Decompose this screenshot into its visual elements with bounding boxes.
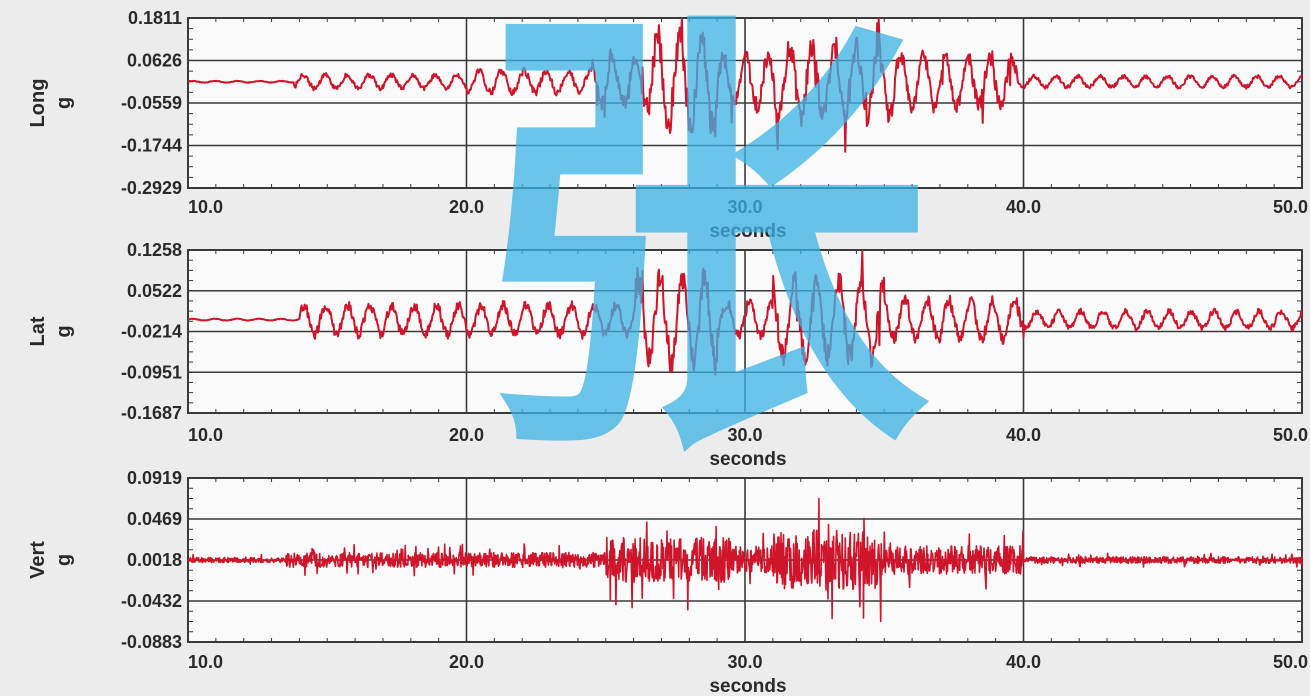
x-tick-label: 20.0 [449, 197, 484, 217]
y-axis-label: Lat [27, 316, 49, 346]
y-tick-label: 0.1811 [128, 8, 182, 28]
x-axis-label: seconds [709, 221, 786, 242]
x-tick-label: 50.0 [1273, 652, 1308, 672]
x-tick-label: 10.0 [188, 652, 223, 672]
y-tick-label: 0.0469 [127, 509, 182, 529]
x-tick-label: 30.0 [727, 652, 762, 672]
y-tick-label: 0.0018 [127, 550, 182, 570]
x-axis-label: seconds [709, 449, 786, 470]
x-tick-label: 50.0 [1273, 425, 1308, 445]
y-tick-label: -0.2929 [121, 178, 182, 198]
x-tick-label: 40.0 [1006, 652, 1041, 672]
y-tick-label: -0.1687 [121, 403, 182, 423]
y-axis-unit: g [53, 554, 75, 566]
x-tick-label: 20.0 [449, 425, 484, 445]
x-axis-label: seconds [709, 676, 786, 696]
x-tick-label: 50.0 [1273, 197, 1308, 217]
chart-panel-3: 0.0919 0.0469 0.0018 -0.0432 -0.0883 10.0 20.0… [27, 468, 1308, 696]
y-tick-label: 0.1258 [127, 240, 182, 260]
y-axis-unit: g [53, 325, 75, 337]
series-line [187, 497, 1303, 623]
x-tick-label: 30.0 [727, 197, 762, 217]
y-tick-label: -0.0432 [121, 591, 182, 611]
y-tick-label: 0.0522 [127, 281, 182, 301]
y-axis-unit: g [53, 97, 75, 109]
x-tick-label: 40.0 [1006, 425, 1041, 445]
y-tick-label: -0.0559 [121, 93, 182, 113]
x-tick-label: 30.0 [727, 425, 762, 445]
y-tick-label: 0.0919 [127, 468, 182, 488]
series-line [187, 17, 1303, 153]
y-tick-label: -0.0214 [121, 322, 182, 342]
series-line [187, 250, 1303, 376]
y-axis-label: Vert [27, 541, 49, 579]
y-axis-label: Long [27, 79, 49, 128]
y-tick-label: -0.1744 [121, 136, 182, 156]
x-tick-label: 10.0 [188, 425, 223, 445]
y-tick-label: -0.0883 [121, 632, 182, 652]
chart-panel-1: 0.1811 0.0626 -0.0559 -0.1744 -0.2929 10.0 20.… [27, 8, 1308, 242]
y-tick-label: -0.0951 [121, 362, 182, 382]
x-tick-label: 40.0 [1006, 197, 1041, 217]
y-tick-label: 0.0626 [127, 51, 182, 71]
x-tick-label: 20.0 [449, 652, 484, 672]
chart-panel-2: 0.1258 0.0522 -0.0214 -0.0951 -0.1687 10.0 20.… [27, 240, 1308, 470]
watermark-logo: 张 [470, 0, 930, 509]
x-tick-label: 10.0 [188, 197, 223, 217]
